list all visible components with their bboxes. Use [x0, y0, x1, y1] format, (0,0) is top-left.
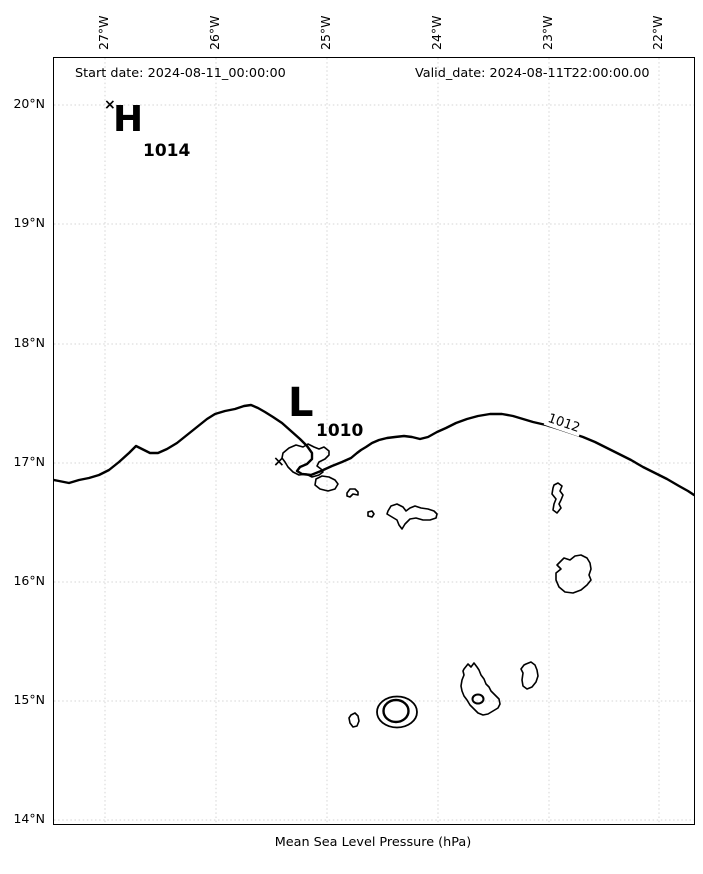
lat-tick-19n: 19°N	[13, 215, 45, 230]
pressure-map-svg	[54, 58, 694, 824]
high-value: 1014	[143, 141, 191, 161]
island-santo-antao	[281, 443, 330, 478]
high-symbol: H	[113, 99, 144, 140]
island-santa-luzia	[346, 488, 359, 498]
lat-tick-14n: 14°N	[13, 811, 45, 826]
low-value: 1010	[316, 421, 364, 441]
island-fogo	[376, 695, 418, 729]
lon-tick-23w: 23°W	[540, 15, 555, 50]
high-center-marker: ×	[104, 97, 116, 113]
santiago-inner-contour	[471, 693, 485, 705]
island-brava	[348, 712, 360, 728]
valid-date-text: Valid_date: 2024-08-11T22:00:00.00	[415, 66, 650, 81]
lon-tick-22w: 22°W	[650, 15, 665, 50]
start-date-text: Start date: 2024-08-11_00:00:00	[75, 66, 286, 81]
gridlines	[54, 58, 694, 824]
island-coastlines	[281, 443, 592, 729]
fogo-caldera	[382, 698, 410, 724]
lat-tick-18n: 18°N	[13, 335, 45, 350]
lat-tick-17n: 17°N	[13, 454, 45, 469]
low-center-marker: ×	[273, 454, 285, 470]
island-boa-vista	[555, 554, 592, 594]
lat-tick-15n: 15°N	[13, 692, 45, 707]
islet-branco	[367, 510, 375, 518]
lat-tick-20n: 20°N	[13, 96, 45, 111]
lon-tick-25w: 25°W	[318, 15, 333, 50]
lon-tick-26w: 26°W	[207, 15, 222, 50]
x-axis-label: Mean Sea Level Pressure (hPa)	[274, 835, 472, 850]
island-sal	[551, 482, 564, 514]
lon-tick-27w: 27°W	[96, 15, 111, 50]
map-plot-area	[53, 57, 695, 825]
lat-tick-16n: 16°N	[13, 573, 45, 588]
lon-tick-24w: 24°W	[429, 15, 444, 50]
island-sao-vicente	[314, 475, 339, 492]
island-sao-nicolau	[386, 503, 438, 530]
pressure-contour-1012	[54, 403, 694, 497]
low-symbol: L	[288, 380, 314, 426]
island-santiago	[460, 662, 501, 716]
island-maio	[520, 661, 539, 690]
